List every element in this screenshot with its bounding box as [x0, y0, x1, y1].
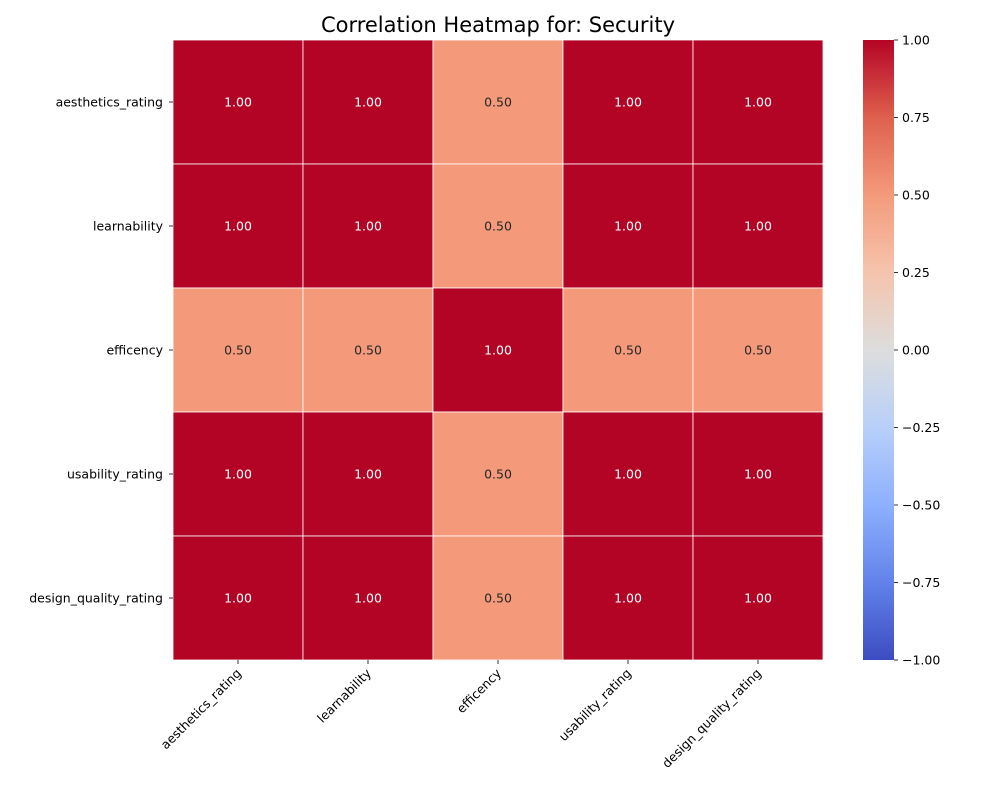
colorbar-tick-label: −0.25 — [902, 420, 940, 435]
heatmap-cell — [432, 535, 564, 661]
heatmap-cell — [302, 287, 434, 413]
colorbar-tick-label: −0.50 — [902, 498, 940, 513]
x-tick-label: design_quality_rating — [659, 666, 764, 771]
cell-value-label: 1.00 — [614, 95, 642, 110]
heatmap-cell — [562, 287, 694, 413]
cell-value-label: 1.00 — [744, 219, 772, 234]
y-tick-label: design_quality_rating — [29, 591, 163, 606]
x-tick-label: efficency — [454, 665, 505, 716]
colorbar-tick-label: 0.00 — [902, 343, 930, 358]
cell-value-label: 0.50 — [484, 95, 512, 110]
y-axis-ticks: aesthetics_rating learnability efficency us… — [29, 95, 173, 606]
heatmap-cell — [692, 287, 824, 413]
cell-value-label: 1.00 — [744, 467, 772, 482]
y-tick-label: usability_rating — [67, 467, 163, 482]
cell-value-label: 0.50 — [614, 343, 642, 358]
colorbar-tick-label: −1.00 — [902, 653, 940, 668]
heatmap-cell — [302, 535, 434, 661]
heatmap-cell — [172, 163, 304, 289]
y-tick-label: learnability — [93, 219, 164, 234]
heatmap-cell — [302, 163, 434, 289]
colorbar-tick-label: 0.75 — [902, 110, 930, 125]
heatmap-cell — [432, 163, 564, 289]
cell-value-label: 1.00 — [744, 95, 772, 110]
cell-value-label: 1.00 — [354, 95, 382, 110]
cell-value-label: 0.50 — [224, 343, 252, 358]
colorbar-gradient — [863, 40, 894, 660]
heatmap-cell — [302, 411, 434, 537]
cell-value-label: 1.00 — [224, 95, 252, 110]
cell-value-label: 1.00 — [224, 219, 252, 234]
colorbar: 1.00 0.75 0.50 0.25 0.00 −0.25 −0.50 −0.75 −1.00 — [863, 33, 940, 668]
colorbar-tick-label: −0.75 — [902, 575, 940, 590]
heatmap-cell — [302, 39, 434, 165]
heatmap-cells: 1.00 1.00 0.50 1.00 1.00 1.00 1.00 0.50 1.00 1.00… — [172, 39, 824, 661]
x-tick-label: aesthetics_rating — [158, 666, 245, 753]
cell-value-label: 0.50 — [354, 343, 382, 358]
y-tick-label: efficency — [106, 343, 163, 358]
cell-value-label: 0.50 — [484, 591, 512, 606]
heatmap-cell — [172, 39, 304, 165]
cell-value-label: 1.00 — [354, 591, 382, 606]
cell-value-label: 1.00 — [354, 467, 382, 482]
x-tick-label: usability_rating — [556, 666, 635, 745]
x-axis-ticks: aesthetics_rating learnability efficency us… — [158, 660, 764, 771]
cell-value-label: 1.00 — [224, 467, 252, 482]
cell-value-label: 1.00 — [614, 467, 642, 482]
cell-value-label: 1.00 — [614, 591, 642, 606]
heatmap-cell — [562, 411, 694, 537]
cell-value-label: 1.00 — [484, 343, 512, 358]
cell-value-label: 0.50 — [484, 219, 512, 234]
cell-value-label: 1.00 — [224, 591, 252, 606]
heatmap-cell — [692, 535, 824, 661]
cell-value-label: 1.00 — [614, 219, 642, 234]
cell-value-label: 1.00 — [354, 219, 382, 234]
cell-value-label: 0.50 — [744, 343, 772, 358]
cell-value-label: 0.50 — [484, 467, 512, 482]
heatmap-cell — [432, 39, 564, 165]
colorbar-tick-label: 1.00 — [902, 33, 930, 48]
heatmap-cell — [172, 535, 304, 661]
x-tick-label: learnability — [314, 665, 375, 726]
heatmap-cell — [692, 39, 824, 165]
heatmap-cell — [562, 39, 694, 165]
y-tick-label: aesthetics_rating — [56, 95, 163, 110]
heatmap-cell — [432, 411, 564, 537]
heatmap-cell — [692, 411, 824, 537]
colorbar-tick-label: 0.25 — [902, 265, 930, 280]
colorbar-tick-label: 0.50 — [902, 188, 930, 203]
heatmap-cell — [692, 163, 824, 289]
heatmap-cell — [432, 287, 564, 413]
cell-value-label: 1.00 — [744, 591, 772, 606]
chart-title: Correlation Heatmap for: Security — [321, 13, 675, 37]
